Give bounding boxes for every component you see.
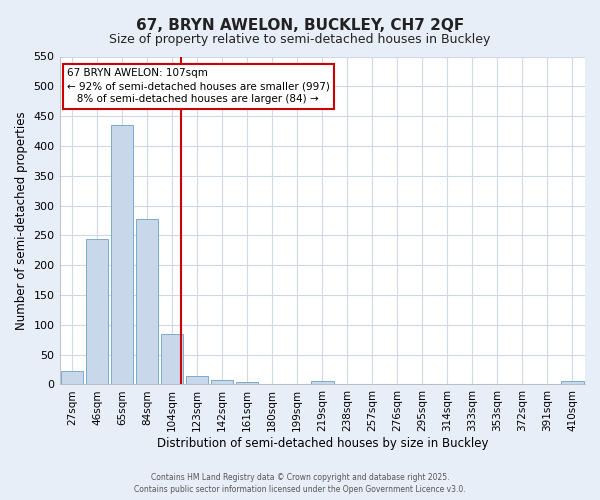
Bar: [211, 380, 233, 384]
Bar: [311, 382, 334, 384]
Bar: [186, 376, 208, 384]
Bar: [86, 239, 109, 384]
Bar: [236, 382, 259, 384]
Bar: [561, 382, 584, 384]
Text: Size of property relative to semi-detached houses in Buckley: Size of property relative to semi-detach…: [109, 32, 491, 46]
Y-axis label: Number of semi-detached properties: Number of semi-detached properties: [15, 111, 28, 330]
Text: Contains HM Land Registry data © Crown copyright and database right 2025.
Contai: Contains HM Land Registry data © Crown c…: [134, 473, 466, 494]
Text: 67 BRYN AWELON: 107sqm
← 92% of semi-detached houses are smaller (997)
   8% of : 67 BRYN AWELON: 107sqm ← 92% of semi-det…: [67, 68, 330, 104]
X-axis label: Distribution of semi-detached houses by size in Buckley: Distribution of semi-detached houses by …: [157, 437, 488, 450]
Bar: [161, 334, 184, 384]
Bar: [136, 218, 158, 384]
Bar: [61, 372, 83, 384]
Bar: [111, 125, 133, 384]
Text: 67, BRYN AWELON, BUCKLEY, CH7 2QF: 67, BRYN AWELON, BUCKLEY, CH7 2QF: [136, 18, 464, 32]
